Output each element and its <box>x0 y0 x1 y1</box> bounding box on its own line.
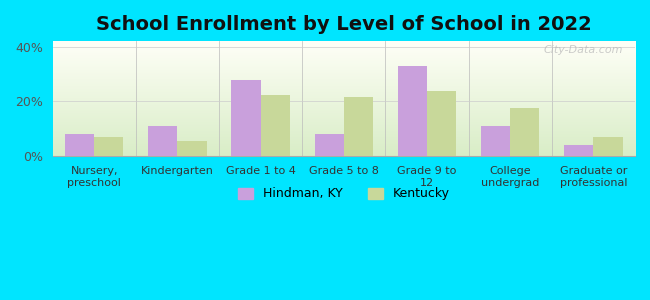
Bar <box>231 80 261 156</box>
Legend: Hindman, KY, Kentucky: Hindman, KY, Kentucky <box>233 182 454 206</box>
Bar <box>261 94 290 156</box>
Bar <box>593 137 623 156</box>
Bar <box>315 134 344 156</box>
Bar <box>177 141 207 156</box>
Bar <box>344 98 373 156</box>
Title: School Enrollment by Level of School in 2022: School Enrollment by Level of School in … <box>96 15 592 34</box>
Bar <box>427 91 456 156</box>
Bar <box>148 126 177 156</box>
Bar <box>94 137 124 156</box>
Bar <box>398 66 427 156</box>
Bar <box>481 126 510 156</box>
Bar <box>65 134 94 156</box>
Text: City-Data.com: City-Data.com <box>544 45 623 55</box>
Bar <box>564 146 593 156</box>
Bar <box>510 108 540 156</box>
